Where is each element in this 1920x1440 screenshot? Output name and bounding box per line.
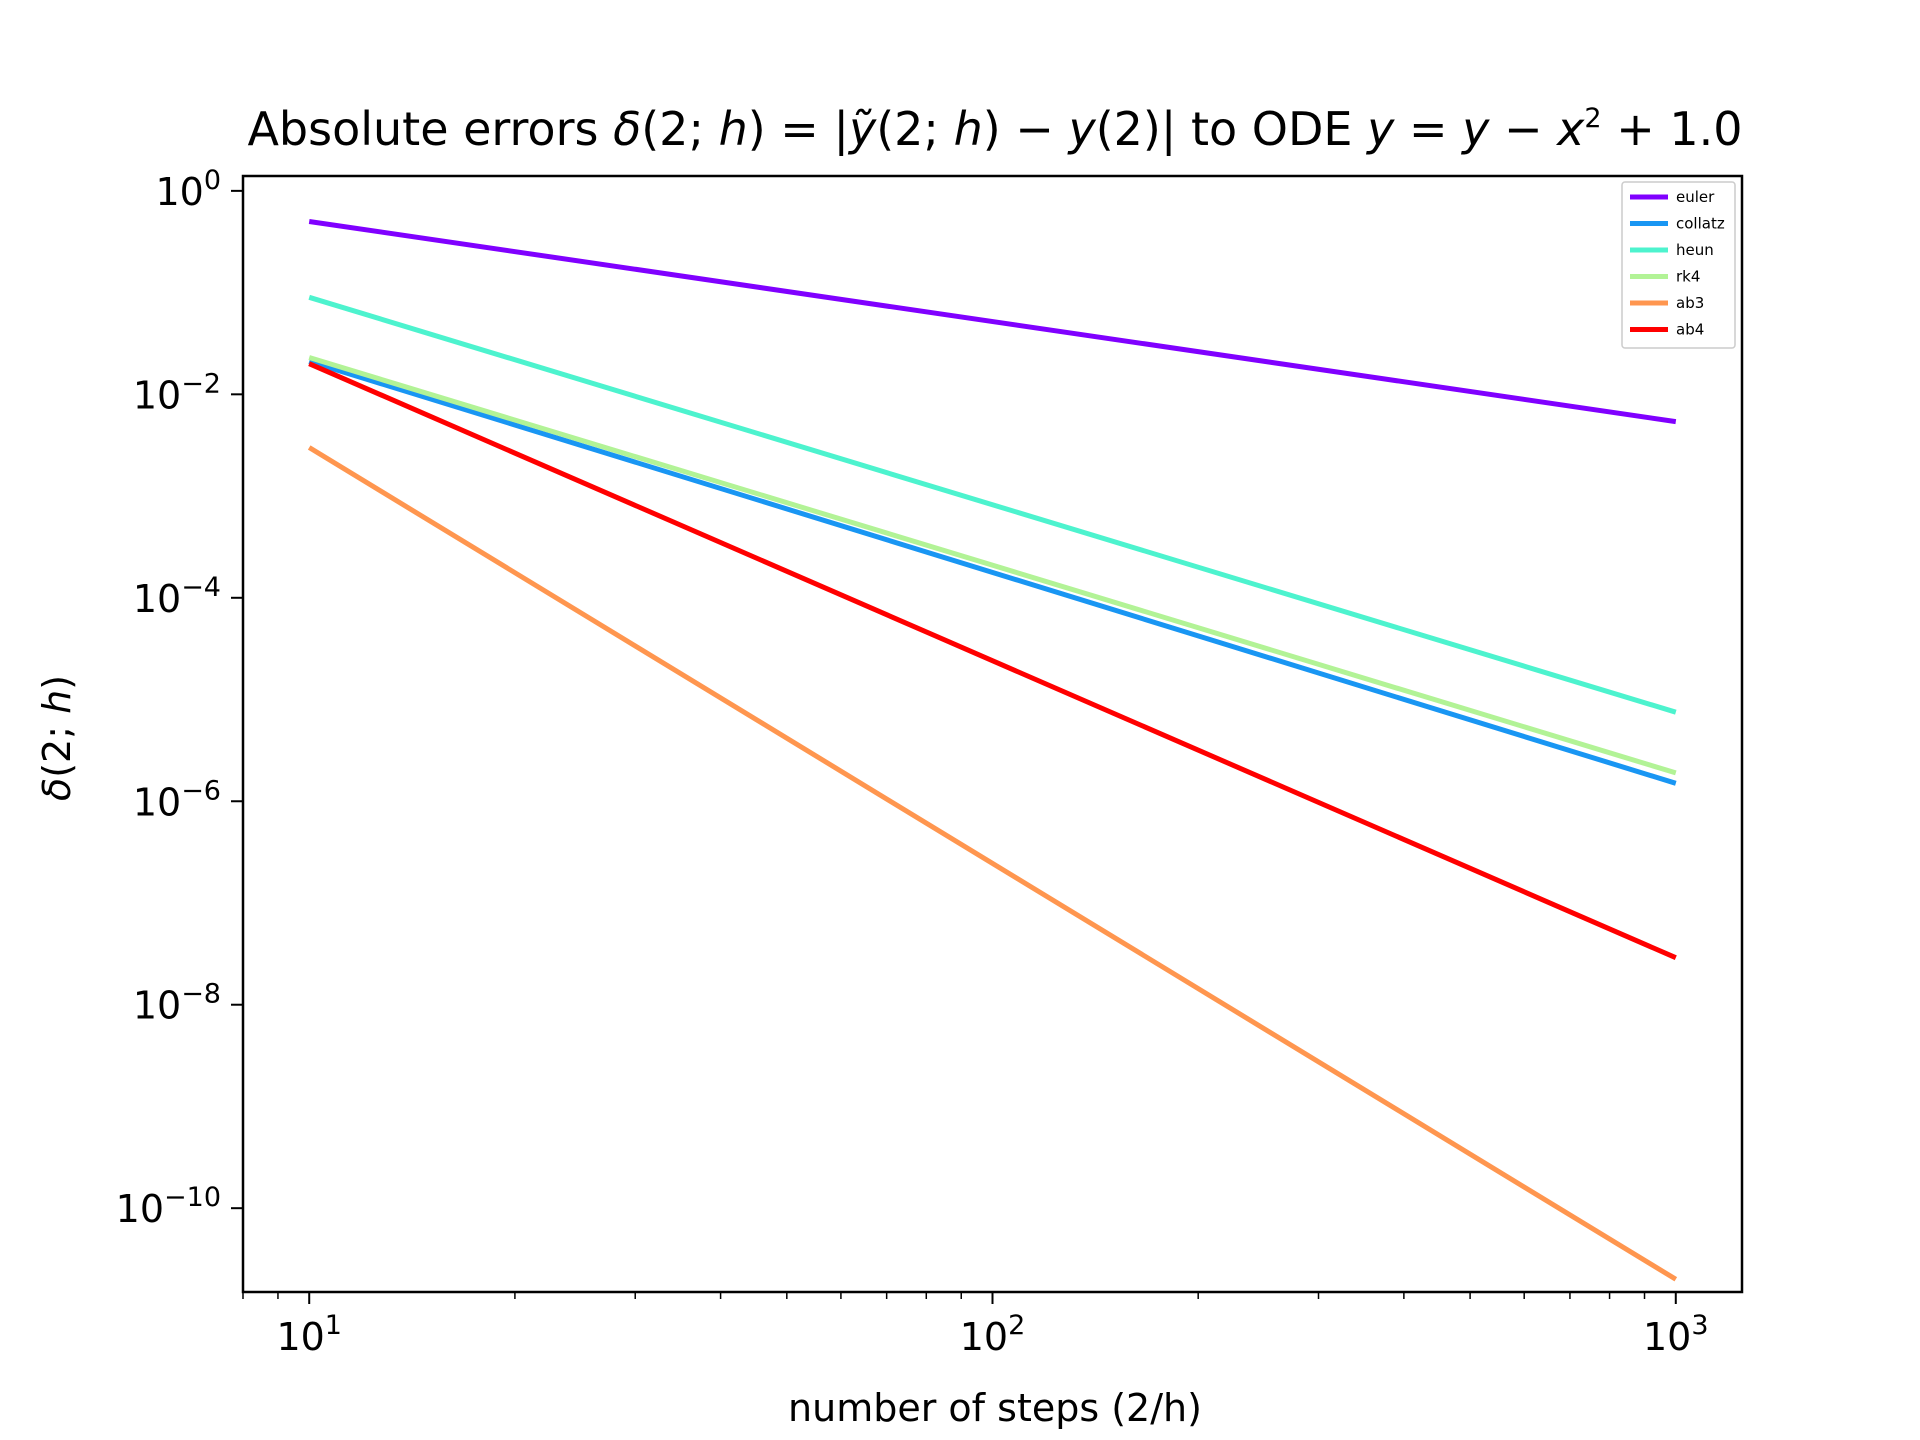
chart-title: Absolute errors δ(2; h) = |ỹ(2; h) − y(2… bbox=[247, 102, 1742, 157]
y-tick-label: 10−4 bbox=[133, 572, 221, 621]
series-line-ab4 bbox=[308, 361, 1677, 960]
series-line-heun bbox=[308, 294, 1677, 715]
plot-area-frame bbox=[241, 174, 1744, 1294]
series-line-rk4 bbox=[308, 355, 1677, 776]
legend-label-ab3: ab3 bbox=[1676, 294, 1704, 312]
y-axis-ticks: 100 10−2 10−4 10−6 10−8 10−10 bbox=[116, 165, 243, 1231]
x-axis-ticks: 101 102 103 bbox=[242, 1292, 1709, 1359]
y-axis-label: δ(2; h) bbox=[35, 675, 79, 801]
x-tick-label: 102 bbox=[960, 1310, 1026, 1359]
legend-label-heun: heun bbox=[1676, 241, 1714, 259]
y-tick-label: 100 bbox=[155, 165, 221, 214]
x-tick-label: 103 bbox=[1643, 1310, 1709, 1359]
y-tick-label: 10−8 bbox=[133, 979, 221, 1028]
series-layer bbox=[307, 219, 1678, 1282]
legend-label-ab4: ab4 bbox=[1676, 321, 1704, 339]
x-axis-label: number of steps (2/h) bbox=[788, 1386, 1202, 1430]
legend: euler collatz heun rk4 ab3 ab4 bbox=[1621, 181, 1736, 349]
y-tick-label: 10−6 bbox=[133, 775, 221, 824]
series-line-ab3 bbox=[307, 445, 1678, 1282]
x-tick-label: 101 bbox=[276, 1310, 342, 1359]
legend-label-collatz: collatz bbox=[1676, 215, 1725, 233]
legend-label-euler: euler bbox=[1676, 188, 1715, 206]
series-line-euler bbox=[308, 219, 1677, 425]
y-tick-label: 10−10 bbox=[116, 1182, 221, 1231]
y-tick-label: 10−2 bbox=[133, 368, 221, 417]
series-line-collatz bbox=[308, 359, 1677, 786]
legend-label-rk4: rk4 bbox=[1676, 268, 1700, 286]
